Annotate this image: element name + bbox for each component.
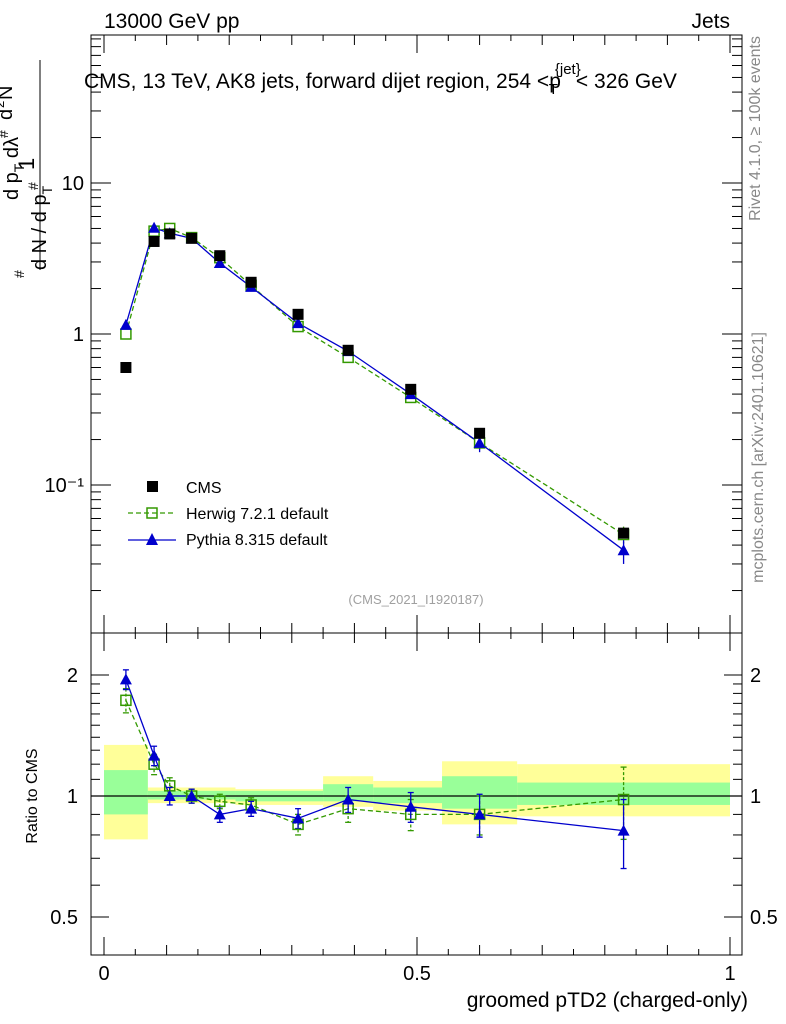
legend-marker-herwig xyxy=(146,507,158,519)
x-axis-label: groomed pTD2 (charged-only) xyxy=(467,989,748,1012)
legend-label-herwig: Herwig 7.2.1 default xyxy=(186,506,329,523)
ratio-band-green xyxy=(104,770,148,815)
cms-point xyxy=(618,527,630,539)
pythia-line xyxy=(125,226,624,551)
rivet-label: Rivet 4.1.0, ≥ 100k events xyxy=(747,36,764,221)
cms-point xyxy=(148,235,160,247)
herwig-ratio-point xyxy=(214,795,226,808)
cms-point xyxy=(120,361,132,373)
pythia-ratio-point xyxy=(185,790,198,801)
pythia-point xyxy=(148,221,161,233)
ratio-y-axis-label: Ratio to CMS xyxy=(24,748,41,843)
pythia-ratio-point xyxy=(292,812,305,824)
analysis-watermark: (CMS_2021_I1920187) xyxy=(348,592,483,607)
pythia-point xyxy=(119,318,132,330)
plot-title: CMS, 13 TeV, AK8 jets, forward dijet reg… xyxy=(84,61,677,98)
pythia-ratio-point xyxy=(245,802,258,814)
pythia-ratio-point xyxy=(148,749,161,761)
legend: CMS Herwig 7.2.1 default Pythia 8.315 de… xyxy=(128,480,329,549)
pythia-ratio-point xyxy=(342,793,355,805)
herwig-ratio-point xyxy=(617,793,630,806)
herwig-ratio-point xyxy=(120,694,132,707)
ratio-y-tick-label-right: 1 xyxy=(750,786,761,808)
pythia-point xyxy=(292,317,305,329)
pythia-point xyxy=(617,544,630,556)
legend-marker-cms xyxy=(147,481,158,492)
pythia-ratio-point xyxy=(473,808,486,820)
cms-point xyxy=(292,308,304,320)
svg-text:#: # xyxy=(25,182,41,190)
ratio-y-tick-label-right: 2 xyxy=(750,665,761,687)
cms-point xyxy=(342,344,354,356)
main-y-axis-label: d N / d pT 1 d pT dλ d2N # # # xyxy=(0,60,55,278)
svg-text:d: d xyxy=(0,109,17,120)
pythia-point xyxy=(213,257,226,269)
svg-text:2: 2 xyxy=(0,101,7,108)
legend-label-cms: CMS xyxy=(186,480,222,497)
x-tick-label: 0.5 xyxy=(403,963,431,985)
mcplots-label: mcplots.cern.ch [arXiv:2401.10621] xyxy=(750,332,767,583)
ratio-y-tick-label-right: 0.5 xyxy=(750,907,778,929)
ratio-band-green xyxy=(373,787,443,804)
pythia-ratio-point xyxy=(617,824,630,836)
pythia-ratio-point xyxy=(213,808,226,820)
cms-point xyxy=(214,250,226,262)
header-right-label: Jets xyxy=(691,10,730,33)
pythia-ratio-point xyxy=(404,800,417,812)
pythia-ratio-point xyxy=(163,790,176,801)
x-tick-label: 1 xyxy=(724,963,735,985)
pythia-point xyxy=(473,436,486,448)
pythia-ratio-point xyxy=(119,673,132,685)
cms-point xyxy=(186,232,198,244)
svg-text:N: N xyxy=(0,86,17,100)
main-y-tick-label: 10 xyxy=(62,173,84,195)
main-y-tick-label: 1 xyxy=(73,324,84,346)
svg-text:#: # xyxy=(11,270,27,278)
ratio-y-tick-label-left: 2 xyxy=(67,665,78,687)
svg-text:1: 1 xyxy=(14,158,39,170)
cms-point xyxy=(405,383,417,395)
svg-text:d N / d pT: d N / d pT xyxy=(29,185,55,270)
ratio-y-tick-label-left: 0.5 xyxy=(50,907,78,929)
svg-text:d pT dλ: d pT dλ xyxy=(1,137,27,200)
herwig-point xyxy=(120,328,132,340)
svg-text:#: # xyxy=(0,130,11,138)
legend-label-pythia: Pythia 8.315 default xyxy=(186,532,328,549)
ratio-y-tick-label-left: 1 xyxy=(67,786,78,808)
legend-marker-pythia xyxy=(146,533,158,545)
main-y-tick-label: 10⁻¹ xyxy=(45,475,85,497)
header-left-label: 13000 GeV pp xyxy=(104,10,239,33)
cms-point xyxy=(474,427,486,439)
cms-point xyxy=(164,228,176,240)
x-tick-label: 0 xyxy=(98,963,109,985)
cms-point xyxy=(245,276,257,288)
ratio-band-green xyxy=(179,790,236,800)
ratio-band-green xyxy=(147,790,180,800)
